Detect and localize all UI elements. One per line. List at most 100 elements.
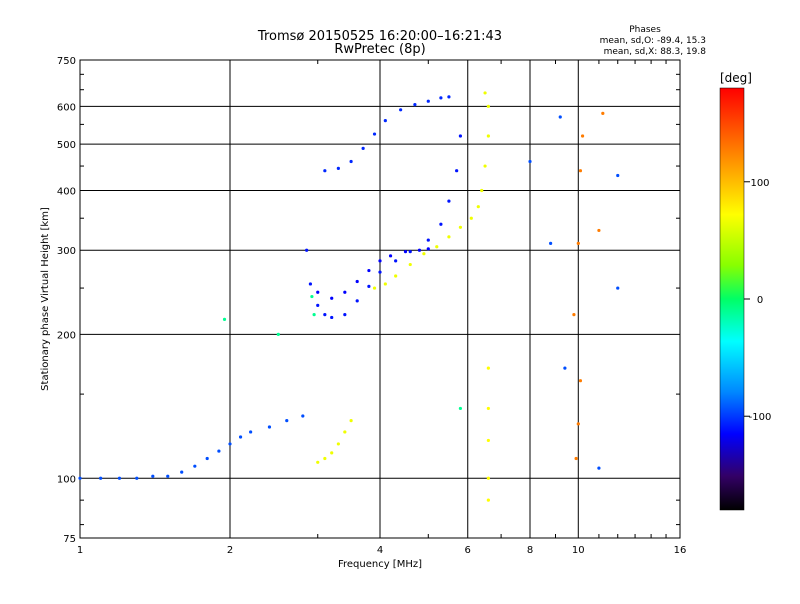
- x-tick-label: 6: [465, 545, 471, 556]
- data-point: [249, 430, 253, 434]
- data-point: [323, 456, 327, 461]
- x-tick-label: 8: [527, 545, 533, 556]
- data-point: [403, 250, 408, 254]
- plot-frame: [79, 59, 681, 539]
- data-point: [323, 169, 327, 173]
- data-point: [394, 274, 398, 278]
- data-point: [388, 254, 393, 258]
- data-point: [426, 247, 430, 251]
- data-point: [563, 366, 567, 370]
- data-point: [408, 250, 412, 254]
- y-tick-label: 300: [57, 246, 76, 257]
- data-point: [267, 425, 272, 429]
- data-point: [580, 134, 585, 138]
- data-point: [439, 96, 443, 100]
- data-point: [601, 111, 605, 115]
- data-point: [316, 290, 320, 294]
- data-point: [597, 228, 601, 233]
- data-point: [343, 290, 347, 294]
- data-point: [193, 464, 197, 468]
- data-point: [486, 104, 490, 108]
- data-point: [578, 379, 583, 383]
- data-point: [180, 470, 184, 474]
- x-tick-label: 16: [674, 545, 687, 556]
- y-axis-label: Stationary phase Virtual Height [km]: [40, 207, 51, 391]
- data-point: [285, 419, 289, 423]
- data-point: [458, 406, 463, 411]
- data-point: [439, 222, 443, 226]
- data-point: [408, 262, 412, 267]
- data-point: [336, 442, 340, 446]
- y-tick-label: 750: [57, 56, 76, 67]
- data-point: [378, 259, 382, 263]
- data-point: [135, 476, 139, 480]
- colorbar-label: [deg]: [720, 71, 752, 85]
- data-point: [301, 414, 305, 418]
- chart-title-line1: Tromsø 20150525 16:20:00–16:21:43: [257, 29, 502, 44]
- data-point: [316, 460, 320, 464]
- data-point: [343, 430, 347, 434]
- data-point: [447, 95, 451, 99]
- data-point: [349, 419, 353, 423]
- data-point: [205, 456, 209, 461]
- data-point: [383, 119, 387, 123]
- x-axis-label: Frequency [MHz]: [338, 559, 422, 570]
- data-point: [426, 99, 430, 103]
- data-point: [616, 286, 620, 290]
- data-point: [486, 476, 490, 480]
- y-tick-label: 400: [57, 186, 76, 197]
- data-point: [476, 205, 480, 209]
- data-point: [486, 438, 490, 443]
- data-point: [574, 456, 578, 461]
- data-point: [558, 115, 562, 119]
- data-point: [378, 270, 382, 274]
- data-point: [355, 299, 359, 303]
- data-point: [455, 169, 459, 173]
- data-point: [276, 332, 280, 336]
- data-point: [336, 166, 340, 170]
- data-point: [483, 164, 487, 168]
- colorbar-tick-label: -100: [749, 412, 772, 423]
- data-point: [486, 134, 490, 138]
- data-point: [316, 303, 320, 307]
- grid-lines: [80, 60, 680, 538]
- y-tick-label: 500: [57, 140, 76, 151]
- data-point: [528, 159, 532, 164]
- data-point: [417, 248, 422, 252]
- data-point: [372, 132, 377, 136]
- data-point: [399, 108, 403, 112]
- data-point: [238, 435, 243, 439]
- y-tick-label: 100: [57, 474, 76, 485]
- phase-info-o: mean, sd,O: -89.4, 15.3: [600, 36, 706, 46]
- x-tick-label: 1: [77, 545, 83, 556]
- data-point: [616, 173, 620, 178]
- chart-title-line2: RwPretec (8p): [334, 42, 425, 57]
- data-point: [305, 248, 309, 252]
- data-point: [343, 313, 347, 317]
- data-point: [330, 451, 334, 455]
- phase-info-x: mean, sd,X: 88.3, 19.8: [604, 47, 707, 57]
- data-point: [486, 366, 490, 370]
- data-point: [361, 146, 365, 150]
- data-point: [576, 241, 580, 246]
- data-point: [486, 498, 490, 502]
- phase-info-title: Phases: [629, 25, 661, 35]
- data-point: [458, 134, 463, 138]
- data-point: [99, 476, 103, 480]
- colorbar-tick-label: 100: [750, 178, 769, 189]
- x-tick-label: 4: [377, 545, 383, 556]
- data-point: [349, 159, 353, 164]
- colorbar-ticks: 100 0 -100: [744, 178, 771, 423]
- colorbar: [719, 87, 745, 511]
- data-point: [447, 235, 451, 239]
- data-point: [469, 216, 473, 220]
- data-point: [435, 245, 439, 249]
- y-tick-label: 75: [63, 534, 76, 545]
- colorbar-tick-label: 0: [757, 295, 763, 306]
- data-point: [549, 241, 553, 246]
- data-point: [310, 294, 314, 299]
- scatter-points: [78, 91, 620, 502]
- data-point: [228, 442, 232, 446]
- axis-ticks: 1 2 4 6 8 10 16 75 100 200 300 400 500 600 750: [57, 56, 686, 556]
